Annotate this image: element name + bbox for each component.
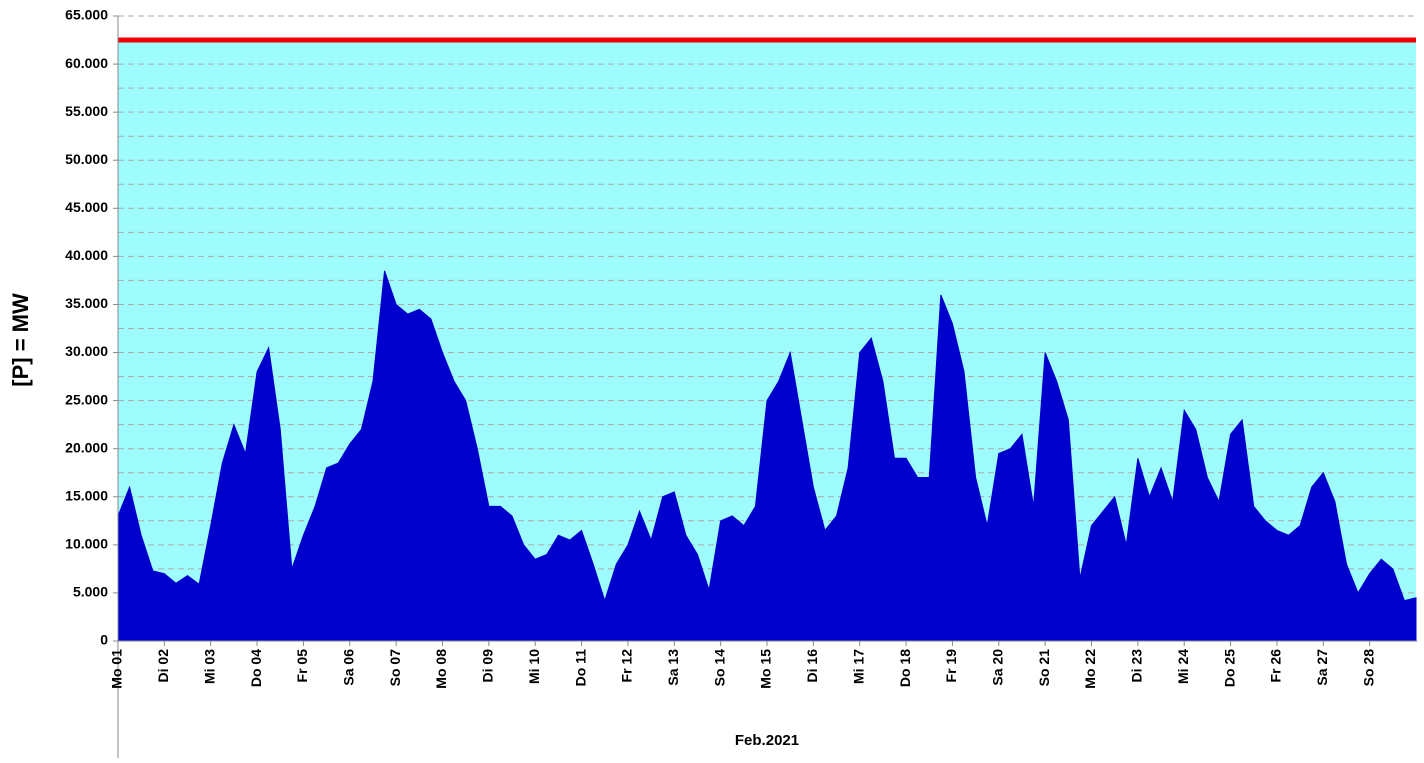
y-tick-label: 25.000 (65, 391, 108, 407)
y-tick-label: 40.000 (65, 247, 108, 263)
x-tick-label: So 14 (711, 649, 727, 687)
y-tick-label: 10.000 (65, 536, 108, 552)
x-tick-label: Fr 05 (294, 649, 310, 683)
x-tick-label: Fr 19 (943, 649, 959, 683)
x-tick-label: Mi 17 (850, 649, 866, 684)
area (117, 270, 1417, 642)
x-tick-label: Sa 20 (989, 649, 1005, 686)
x-tick-label: Do 11 (572, 649, 588, 687)
x-tick-label: Sa 06 (340, 649, 356, 686)
y-tick-label: 60.000 (65, 55, 108, 71)
x-tick-label: Fr 12 (619, 649, 635, 683)
x-tick-label: So 28 (1360, 649, 1376, 687)
x-tick-label: Do 25 (1221, 649, 1237, 687)
y-tick-label: 45.000 (65, 199, 108, 215)
y-tick-label: 30.000 (65, 343, 108, 359)
y-tick-label: 0 (100, 632, 108, 648)
x-tick-label: Mo 22 (1082, 649, 1098, 689)
y-tick-label: 35.000 (65, 295, 108, 311)
x-tick-label: Fr 26 (1268, 649, 1284, 683)
y-tick-label: 65.000 (65, 7, 108, 23)
y-tick-label: 20.000 (65, 439, 108, 455)
x-tick-label: So 21 (1036, 649, 1052, 687)
x-tick-label: Sa 27 (1314, 649, 1330, 686)
x-tick-label: Mi 03 (201, 649, 217, 684)
x-tick-label: Mi 24 (1175, 649, 1191, 684)
x-tick-label: Di 09 (480, 649, 496, 683)
x-tick-label: Mo 01 (109, 649, 125, 689)
x-tick-label: Di 23 (1129, 649, 1145, 683)
x-tick-label: So 07 (387, 649, 403, 687)
x-tick-label: Mo 08 (433, 649, 449, 689)
y-tick-label: 5.000 (73, 584, 108, 600)
y-tick-label: 15.000 (65, 487, 108, 503)
x-axis-title: Feb.2021 (735, 732, 799, 749)
x-tick-label: Do 18 (897, 649, 913, 687)
x-tick-label: Di 02 (155, 649, 171, 683)
y-axis-title: [P] = MW (8, 293, 33, 387)
x-tick-label: Sa 13 (665, 649, 681, 686)
x-tick-label: Do 04 (248, 649, 264, 687)
y-tick-label: 50.000 (65, 151, 108, 167)
x-tick-label: Mi 10 (526, 649, 542, 684)
y-tick-label: 55.000 (65, 103, 108, 119)
x-tick-label: Mo 15 (758, 649, 774, 689)
x-tick-label: Di 16 (804, 649, 820, 683)
